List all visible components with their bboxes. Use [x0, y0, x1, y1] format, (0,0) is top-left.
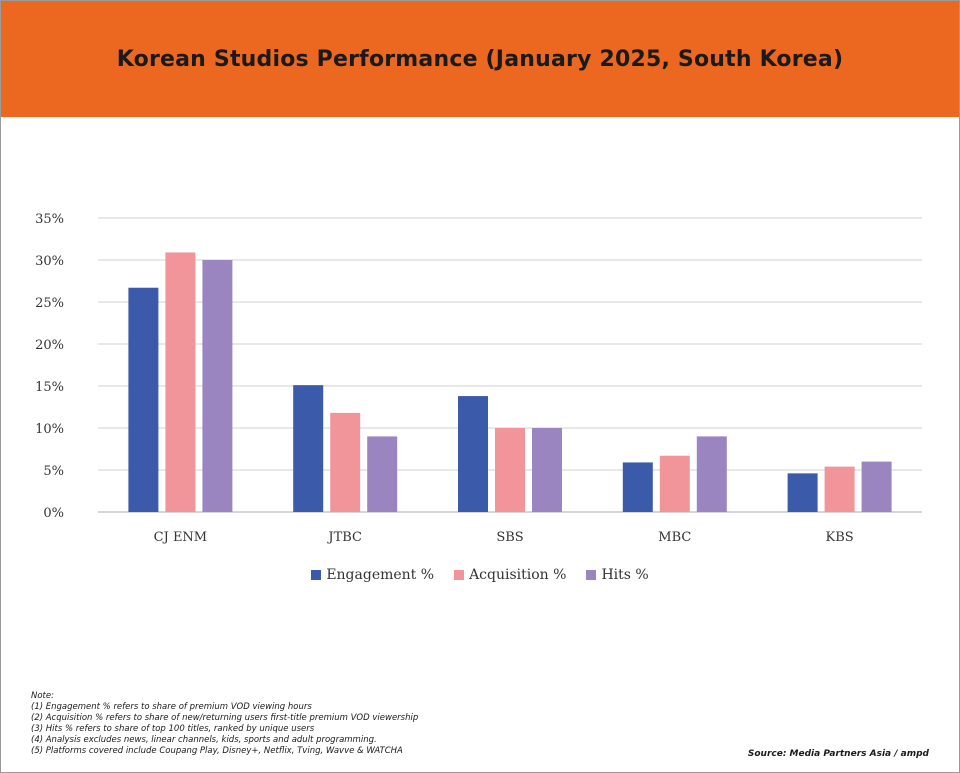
x-tick-label: CJ ENM: [154, 530, 207, 545]
y-tick-label: 5%: [43, 464, 64, 479]
bar-engagement: [622, 462, 653, 512]
notes-heading: Note:: [31, 691, 54, 701]
legend-swatch-hits: [586, 570, 597, 580]
y-tick-label: 35%: [35, 212, 64, 227]
bar-engagement: [458, 396, 488, 512]
legend-item-acquisition: Acquisition %: [454, 567, 566, 583]
y-tick-label: 20%: [35, 338, 64, 353]
note-line: (2) Acquisition % refers to share of new…: [31, 713, 419, 723]
bar-engagement: [787, 473, 818, 512]
y-tick-label: 10%: [35, 422, 64, 437]
x-tick-label: MBC: [658, 530, 691, 545]
bar-hits: [367, 436, 398, 512]
legend-item-engagement: Engagement %: [311, 567, 434, 583]
bar-hits: [861, 461, 892, 512]
bar-acquisition: [824, 466, 855, 512]
note-line: (3) Hits % refers to share of top 100 ti…: [31, 724, 315, 734]
source-credit: Source: Media Partners Asia / ampd: [747, 749, 929, 759]
legend-label-hits: Hits %: [601, 567, 649, 583]
note-line: (5) Platforms covered include Coupang Pl…: [31, 746, 403, 756]
y-tick-label: 30%: [35, 254, 64, 269]
x-tick-label: JTBC: [326, 530, 362, 545]
legend-swatch-acquisition: [454, 570, 465, 580]
bar-hits: [202, 260, 233, 512]
legend-label-acquisition: Acquisition %: [469, 567, 567, 583]
legend-item-hits: Hits %: [586, 567, 649, 583]
x-tick-label: SBS: [496, 530, 523, 545]
bar-acquisition: [330, 412, 361, 512]
chart-title: Korean Studios Performance (January 2025…: [116, 46, 844, 72]
bar-chart: 0% 5% 10% 15% 20% 25% 30% 35% CJ ENM JTBC SBS MBC KB…: [35, 212, 922, 545]
bar-engagement: [293, 385, 324, 512]
legend-swatch-engagement: [311, 570, 322, 580]
bar-acquisition: [165, 252, 196, 512]
y-tick-label: 15%: [35, 380, 64, 395]
bar-hits: [532, 428, 562, 512]
x-tick-label: KBS: [826, 530, 854, 545]
note-line: (1) Engagement % refers to share of prem…: [31, 702, 312, 712]
bar-acquisition: [659, 455, 690, 512]
bar-engagement: [128, 287, 159, 512]
title-banner: Korean Studios Performance (January 2025…: [1, 1, 959, 117]
bar-hits: [696, 436, 727, 512]
legend: Engagement % Acquisition % Hits %: [1, 567, 959, 583]
y-tick-label: 0%: [43, 506, 64, 521]
legend-label-engagement: Engagement %: [326, 567, 435, 583]
footnotes: Note: (1) Engagement % refers to share o…: [31, 691, 418, 757]
bar-acquisition: [495, 428, 525, 512]
note-line: (4) Analysis excludes news, linear chann…: [31, 735, 377, 745]
y-tick-label: 25%: [35, 296, 64, 311]
